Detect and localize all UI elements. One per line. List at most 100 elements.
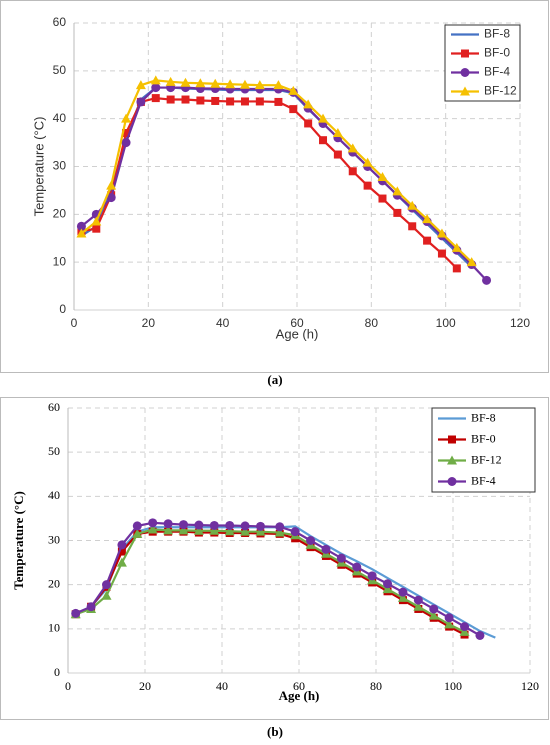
- marker: [377, 172, 388, 182]
- marker: [136, 97, 146, 107]
- legend-label: BF-0: [471, 431, 496, 445]
- y-tick-label: 50: [48, 444, 60, 458]
- marker: [423, 236, 432, 245]
- marker: [240, 97, 249, 106]
- y-tick-label: 60: [48, 400, 60, 414]
- marker: [363, 181, 372, 190]
- marker: [209, 520, 219, 530]
- marker: [306, 536, 316, 545]
- marker: [76, 221, 86, 231]
- marker: [226, 97, 235, 106]
- marker: [303, 99, 314, 109]
- x-tick-label: 20: [142, 316, 156, 330]
- chart: 0 10 20 30 40 50 60 0 20 40 60 80 100 120 Age (h) Tempe…: [0, 0, 549, 373]
- marker: [408, 222, 417, 231]
- marker: [347, 143, 358, 153]
- series-line: [75, 528, 466, 633]
- y-tick-label: 40: [48, 488, 60, 502]
- legend-label: BF-4: [484, 65, 510, 79]
- x-tick-label: 120: [521, 679, 539, 693]
- marker: [117, 540, 127, 550]
- x-axis-label: Age (h): [279, 688, 320, 703]
- legend: BF-8 BF-0 BF-4 BF-12: [444, 24, 521, 102]
- legend: BF-8 BF-0 BF-12 BF-4: [431, 407, 536, 493]
- marker: [466, 257, 477, 267]
- y-tick-label: 30: [53, 159, 67, 173]
- marker: [460, 68, 470, 77]
- x-tick-label: 40: [216, 679, 228, 693]
- x-tick-label: 100: [444, 679, 462, 693]
- marker: [392, 186, 403, 196]
- x-axis-label: Age (h): [276, 326, 319, 341]
- marker: [106, 193, 116, 203]
- marker: [101, 590, 112, 600]
- marker: [181, 95, 190, 104]
- marker: [178, 525, 189, 535]
- marker: [151, 83, 161, 93]
- marker: [288, 85, 299, 95]
- marker: [289, 105, 298, 114]
- marker: [319, 136, 328, 145]
- y-tick-label: 50: [53, 63, 67, 77]
- marker: [475, 630, 485, 640]
- y-tick-label: 20: [53, 207, 67, 221]
- marker: [132, 521, 142, 531]
- marker: [151, 94, 160, 103]
- marker: [448, 435, 456, 444]
- marker: [352, 562, 362, 572]
- legend-label: BF-8: [484, 27, 510, 41]
- marker: [122, 129, 131, 138]
- caption: (a): [267, 372, 282, 387]
- marker: [255, 526, 266, 536]
- marker: [459, 626, 470, 636]
- marker: [275, 522, 285, 532]
- x-tick-label: 0: [71, 316, 78, 330]
- marker: [304, 119, 313, 128]
- marker: [407, 200, 418, 210]
- marker: [348, 167, 357, 176]
- caption: (b): [267, 724, 283, 739]
- series-line: [80, 86, 488, 282]
- y-axis-label: Temperature (°C): [11, 491, 26, 590]
- legend-box: [431, 407, 536, 493]
- y-axis-label: Temperature (°C): [31, 117, 46, 217]
- marker: [71, 608, 81, 618]
- marker: [428, 610, 439, 620]
- marker: [179, 520, 188, 530]
- marker: [482, 275, 492, 285]
- x-tick-label: 120: [510, 316, 530, 330]
- marker: [92, 224, 101, 233]
- marker: [256, 521, 265, 531]
- x-tick-label: 40: [216, 316, 230, 330]
- chart: 0 10 20 30 40 50 60 0 20 40 60 80 100 120 Age (h) Tempe…: [0, 397, 549, 720]
- marker: [76, 228, 87, 238]
- marker: [273, 80, 284, 90]
- marker: [398, 587, 408, 597]
- marker: [429, 604, 439, 614]
- marker: [393, 208, 402, 217]
- marker: [336, 553, 346, 563]
- marker: [147, 524, 158, 534]
- marker: [163, 519, 173, 529]
- marker: [274, 97, 283, 106]
- marker: [367, 571, 377, 581]
- marker: [321, 544, 331, 554]
- marker: [135, 80, 146, 90]
- marker: [102, 580, 111, 590]
- marker: [447, 477, 457, 486]
- marker: [378, 194, 387, 203]
- marker: [195, 78, 206, 88]
- series-line: [75, 525, 496, 639]
- marker: [413, 601, 424, 611]
- x-tick-label: 60: [293, 679, 305, 693]
- marker: [209, 525, 220, 535]
- marker: [224, 526, 235, 536]
- marker: [437, 249, 446, 258]
- marker: [196, 96, 205, 105]
- marker: [166, 95, 175, 104]
- marker: [150, 75, 161, 85]
- x-tick-label: 100: [436, 316, 456, 330]
- y-tick-label: 10: [48, 621, 60, 635]
- marker: [193, 525, 204, 535]
